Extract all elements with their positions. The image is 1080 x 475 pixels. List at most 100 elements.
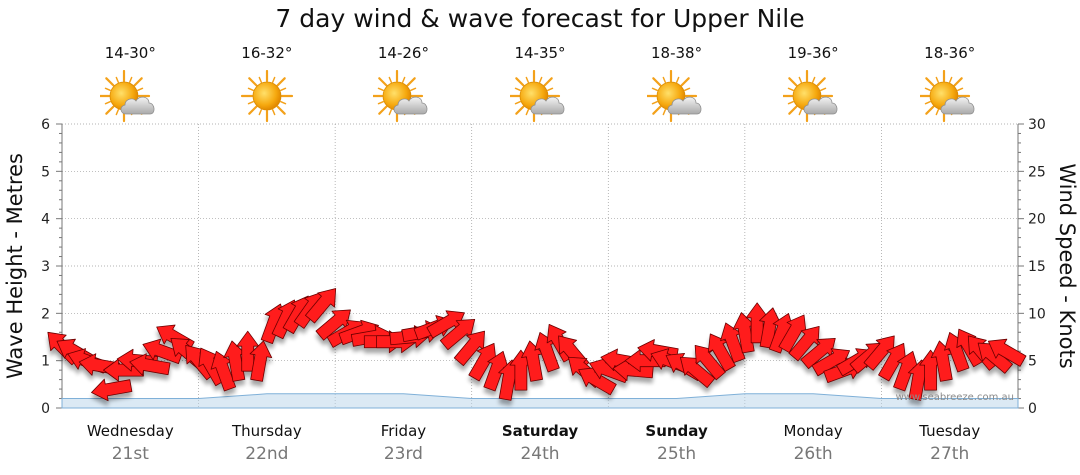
sun-ray xyxy=(406,77,417,87)
sun-cloud-icon xyxy=(510,70,565,123)
right-axis-title: Wind Speed - Knots xyxy=(1055,163,1079,368)
sun-ray xyxy=(787,87,795,92)
sun-ray xyxy=(258,76,262,83)
day-name-label: Monday xyxy=(784,422,843,440)
day-name-label: Sunday xyxy=(645,422,708,440)
sun-cloud-icon xyxy=(373,70,428,123)
wind-arrow xyxy=(578,367,617,396)
sun-cloud-icon xyxy=(100,70,155,123)
wind-arrow xyxy=(893,350,919,392)
wind-arrow xyxy=(453,330,485,367)
sun-ray xyxy=(105,77,115,87)
sun-ray xyxy=(410,87,417,92)
sun-ray xyxy=(378,77,388,87)
temp-range-label: 18-38° xyxy=(651,44,703,62)
temp-range-label: 18-36° xyxy=(924,44,976,62)
day-name-label: Wednesday xyxy=(87,422,174,440)
wind-arrow-shape xyxy=(987,338,1027,367)
sun-ray xyxy=(279,100,287,105)
sun-ray xyxy=(514,87,521,92)
sun-ray xyxy=(389,76,393,83)
sun-ray xyxy=(787,100,795,105)
sun-ray xyxy=(547,87,554,92)
temp-range-label: 19-36° xyxy=(787,44,839,62)
left-axis-title: Wave Height - Metres xyxy=(3,153,27,379)
sun-ray xyxy=(279,87,287,92)
temp-range-label: 14-35° xyxy=(514,44,566,62)
wind-arrow-shape xyxy=(694,344,726,381)
day-date-label: 24th xyxy=(520,444,559,464)
wind-arrow-shape xyxy=(893,350,919,392)
sun-ray xyxy=(924,105,935,115)
sun-ray xyxy=(798,109,803,116)
wind-arrow-shape xyxy=(439,319,476,351)
sun-ray xyxy=(378,87,385,92)
wind-arrow xyxy=(679,356,716,388)
wind-arrow xyxy=(91,378,133,402)
sun-ray xyxy=(680,77,690,87)
sun-ray xyxy=(935,109,939,116)
left-tick-label: 6 xyxy=(41,117,50,133)
sun-cloud-icon xyxy=(919,70,975,123)
day-date-label: 27th xyxy=(930,444,969,464)
sun-ray xyxy=(543,77,553,87)
wind-arrow xyxy=(778,314,807,353)
sun-ray xyxy=(115,109,120,116)
temp-range-label: 16-32° xyxy=(241,44,293,62)
sun-ray xyxy=(525,109,530,116)
sun-ray xyxy=(129,76,133,83)
right-tick-label: 20 xyxy=(1028,212,1046,228)
sun-ray xyxy=(812,76,816,83)
sun-ray xyxy=(258,109,262,116)
left-tick-label: 1 xyxy=(41,354,50,370)
sun-ray xyxy=(948,76,953,83)
sun-ray xyxy=(924,87,931,92)
wind-arrow-shape xyxy=(788,326,820,362)
sun-ray xyxy=(271,109,276,116)
wind-arrow-shape xyxy=(304,288,337,324)
left-tick-label: 2 xyxy=(41,306,50,322)
sun-ray xyxy=(248,77,258,87)
day-date-label: 21st xyxy=(112,444,149,464)
sun-ray xyxy=(515,77,525,87)
day-name-label: Friday xyxy=(381,422,427,440)
sun-ray xyxy=(675,76,679,83)
sun-ray xyxy=(525,76,530,83)
wind-arrow-shape xyxy=(863,335,895,371)
sun-ray xyxy=(105,100,112,105)
wave-series xyxy=(61,393,1019,409)
cloud-shape xyxy=(530,96,565,115)
sun-ray xyxy=(248,105,258,115)
sun-disc xyxy=(252,81,282,111)
wind-arrow xyxy=(223,340,246,382)
wind-arrow xyxy=(732,312,756,354)
wind-arrow-shape xyxy=(483,350,509,392)
sun-cloud-icon xyxy=(783,70,838,123)
right-tick-label: 30 xyxy=(1028,117,1046,133)
left-tick-label: 0 xyxy=(41,401,50,417)
right-tick-label: 5 xyxy=(1028,354,1037,370)
wind-arrow-shape xyxy=(129,353,171,376)
sun-ray xyxy=(137,87,144,92)
sun-ray xyxy=(538,76,543,83)
wind-arrow-shape xyxy=(778,314,807,353)
sun-ray xyxy=(276,77,286,87)
watermark: www.seabreeze.com.au xyxy=(896,392,1014,403)
wind-arrow xyxy=(129,353,171,376)
sun-ray xyxy=(816,77,826,87)
sun-ray xyxy=(247,100,254,105)
temp-range-label: 14-26° xyxy=(377,44,429,62)
wind-arrow-shape xyxy=(977,342,1013,374)
sun-ray xyxy=(105,105,115,115)
sun-ray xyxy=(133,77,144,87)
wind-arrow xyxy=(788,326,820,362)
sun-icon xyxy=(240,70,293,123)
wind-arrow-shape xyxy=(732,312,756,354)
wind-arrow xyxy=(468,342,497,382)
wind-arrow-shape xyxy=(249,340,273,382)
sun-ray xyxy=(115,76,120,83)
wind-arrow-shape xyxy=(91,378,133,402)
right-tick-label: 25 xyxy=(1028,164,1046,180)
wind-arrow xyxy=(249,340,273,382)
